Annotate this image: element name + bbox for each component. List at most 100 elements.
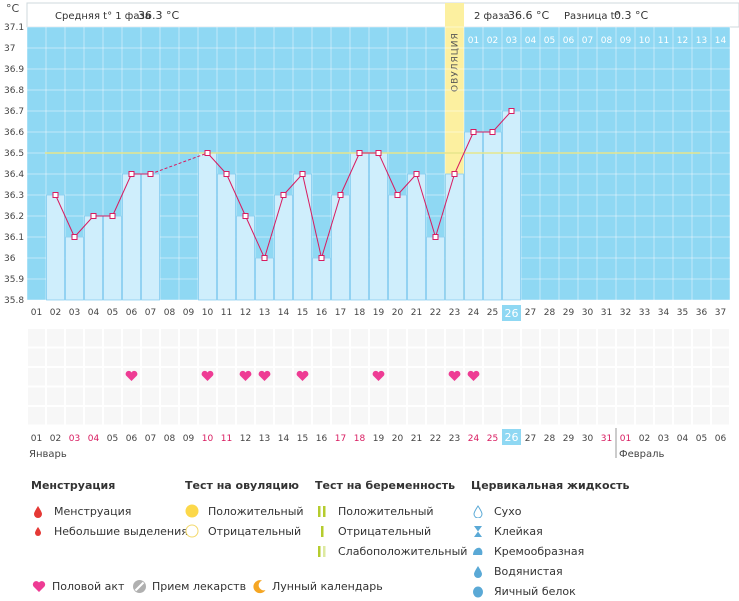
temperature-point (356, 150, 363, 156)
calendar-date: 14 (278, 434, 290, 444)
calendar-cell (541, 368, 558, 386)
calendar-cell (294, 329, 311, 347)
legend-item[interactable]: Положительный (315, 501, 467, 521)
legend-item[interactable]: Клейкая (471, 521, 629, 541)
calendar-cell (579, 407, 596, 425)
calendar-cell (655, 368, 672, 386)
calendar-cell (598, 329, 615, 347)
legend-item[interactable]: Менструация (31, 501, 188, 521)
x-tick-label: 04 (88, 308, 100, 318)
legend-item[interactable]: Сухо (471, 501, 629, 521)
drop-small-red-icon (31, 524, 45, 538)
ovulation-header-cell (445, 3, 464, 27)
y-tick-label: 36 (4, 254, 16, 264)
temperature-bar (46, 194, 65, 301)
legend-title: Цервикальная жидкость (471, 479, 630, 492)
calendar-cell (47, 329, 64, 347)
calendar-date: 23 (449, 434, 460, 444)
x-tick-label: 37 (715, 308, 726, 318)
calendar-date: 02 (639, 434, 650, 444)
lunar-label: Лунный календарь (272, 579, 383, 593)
calendar-date: 06 (715, 434, 727, 444)
calendar-cell (66, 368, 83, 386)
calendar-cell (85, 407, 102, 425)
calendar-cell (579, 348, 596, 366)
legend-item[interactable]: Водянистая (471, 561, 629, 581)
legend-item[interactable]: Положительный (185, 501, 304, 521)
calendar-cell (712, 348, 729, 366)
calendar-cell (85, 348, 102, 366)
calendar-cell (161, 407, 178, 425)
calendar-cell (66, 387, 83, 405)
calendar-cell (427, 348, 444, 366)
legend-label: Небольшие выделения (54, 524, 188, 538)
y-tick-label: 37.1 (4, 23, 24, 33)
y-tick-label: 37 (4, 44, 15, 54)
calendar-date: 11 (221, 434, 232, 444)
phase2-day-label: 02 (487, 36, 498, 46)
calendar-cell (446, 329, 463, 347)
legend-label: Яичный белок (494, 584, 576, 598)
y-tick-label: 36.5 (4, 149, 24, 159)
calendar-cell (237, 329, 254, 347)
temperature-point (204, 150, 211, 156)
temperature-point (71, 234, 78, 240)
drop-outline-icon (471, 504, 485, 518)
current-date-highlight (502, 429, 521, 445)
calendar-cell (503, 348, 520, 366)
temperature-bar (445, 173, 464, 301)
hourglass-icon (471, 524, 485, 538)
calendar-cell (256, 387, 273, 405)
calendar-cell (370, 387, 387, 405)
calendar-cell (85, 329, 102, 347)
legend-item[interactable]: Яичный белок (471, 581, 629, 601)
temperature-point (337, 192, 344, 198)
intercourse-legend[interactable]: Половой акт (31, 578, 124, 594)
temperature-bar (198, 152, 217, 301)
medicine-legend[interactable]: Прием лекарств (131, 578, 246, 594)
temperature-line (207, 152, 227, 175)
calendar-cell (161, 348, 178, 366)
calendar-cell (237, 348, 254, 366)
temperature-line (454, 131, 474, 175)
calendar-cell (389, 387, 406, 405)
calendar-date: 05 (696, 434, 707, 444)
legend-item[interactable]: Отрицательный (185, 521, 304, 541)
legend-item[interactable]: Отрицательный (315, 521, 467, 541)
calendar-date: 02 (50, 434, 61, 444)
calendar-cell (427, 407, 444, 425)
lunar-legend[interactable]: Лунный календарь (251, 578, 383, 594)
month-february: Февраль (619, 449, 665, 460)
x-tick-label: 36 (696, 308, 708, 318)
x-tick-label: 31 (601, 308, 612, 318)
calendar-cell (123, 407, 140, 425)
calendar-cell (351, 368, 368, 386)
x-tick-label: 01 (31, 308, 42, 318)
calendar-cell (484, 407, 501, 425)
calendar-cell (142, 387, 159, 405)
x-tick-label: 33 (639, 308, 650, 318)
calendar-date: 17 (335, 434, 346, 444)
calendar-cell (294, 348, 311, 366)
calendar-cell (199, 407, 216, 425)
calendar-date: 04 (88, 434, 100, 444)
faint-bar-icon (315, 544, 329, 558)
calendar-cell (389, 407, 406, 425)
temperature-point (90, 213, 97, 219)
calendar-date: 19 (373, 434, 385, 444)
legend-item[interactable]: Слабоположительный (315, 541, 467, 561)
legend-item[interactable]: Небольшие выделения (31, 521, 188, 541)
calendar-date: 24 (468, 434, 480, 444)
calendar-cell (142, 368, 159, 386)
x-tick-label: 21 (411, 308, 422, 318)
legend-label: Отрицательный (338, 524, 432, 538)
calendar-cell (617, 329, 634, 347)
calendar-cell (47, 348, 64, 366)
legend-item[interactable]: Кремообразная (471, 541, 629, 561)
calendar-cell (503, 329, 520, 347)
calendar-cell (655, 407, 672, 425)
x-tick-label: 10 (202, 308, 214, 318)
temperature-line (321, 194, 341, 259)
calendar-cell (85, 368, 102, 386)
calendar-cell (28, 387, 45, 405)
